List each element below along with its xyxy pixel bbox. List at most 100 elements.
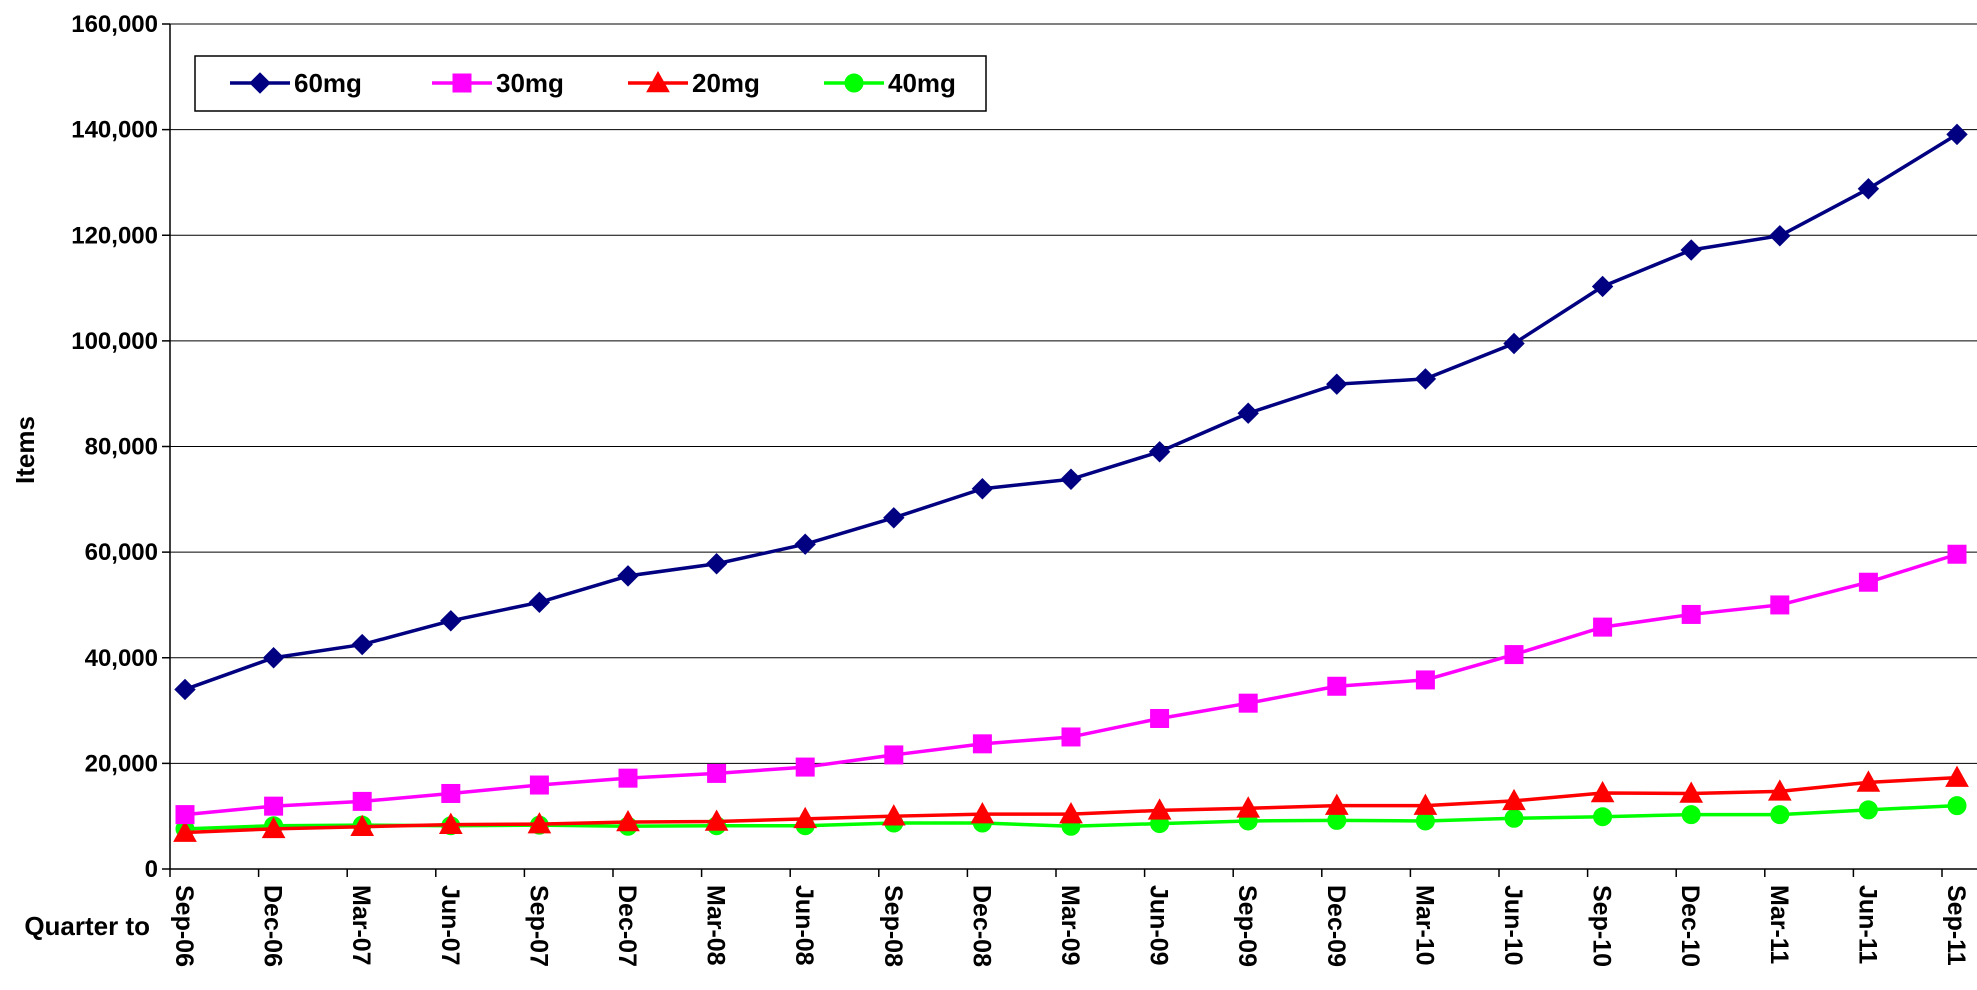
data-point — [884, 745, 904, 765]
data-point — [441, 783, 461, 803]
x-tick-label: Jun-11 — [1853, 885, 1881, 964]
x-tick-label: Sep-06 — [170, 885, 198, 967]
data-point — [707, 763, 727, 783]
legend-label: 30mg — [496, 68, 564, 98]
data-point — [1593, 617, 1613, 637]
legend: 60mg 30mg 20mg 40mg — [194, 55, 987, 112]
x-tick-label: Sep-11 — [1942, 885, 1970, 966]
data-point — [1591, 275, 1614, 298]
data-point — [1150, 708, 1170, 728]
data-point — [1148, 441, 1171, 463]
y-tick-label: 160,000 — [71, 11, 158, 38]
legend-marker — [844, 73, 864, 93]
y-tick-label: 100,000 — [71, 328, 158, 355]
data-point — [795, 757, 815, 777]
x-tick-label: Jun-07 — [436, 885, 464, 966]
legend-label: 20mg — [692, 68, 760, 98]
data-point — [1947, 796, 1967, 816]
data-point — [1767, 779, 1792, 801]
data-point — [1504, 808, 1524, 828]
x-tick-label: Sep-10 — [1588, 885, 1616, 967]
data-point — [1857, 178, 1880, 200]
data-point — [352, 791, 372, 811]
data-point — [1504, 645, 1524, 665]
data-point — [1769, 225, 1791, 247]
legend-label: 40mg — [888, 68, 956, 98]
data-point — [351, 633, 373, 656]
y-tick-label: 140,000 — [71, 117, 158, 144]
data-point — [1415, 670, 1435, 690]
y-tick-label: 40,000 — [85, 645, 158, 672]
data-point — [970, 802, 995, 824]
data-point — [528, 591, 551, 614]
x-tick-label: Sep-07 — [524, 885, 552, 967]
data-point — [1770, 595, 1790, 615]
data-point — [794, 533, 816, 555]
data-point — [1680, 239, 1702, 261]
data-point — [1327, 676, 1347, 696]
x-tick-label: Sep-09 — [1233, 885, 1261, 967]
data-point — [1947, 544, 1967, 564]
data-point — [1679, 781, 1704, 803]
data-point — [529, 775, 549, 795]
data-point — [1236, 796, 1261, 818]
data-point — [264, 796, 284, 816]
legend-label: 60mg — [294, 68, 362, 98]
series-30mg — [175, 544, 1967, 825]
data-point — [1061, 727, 1081, 747]
data-point — [705, 553, 728, 575]
data-point — [438, 812, 463, 834]
y-tick-label: 0 — [145, 856, 158, 883]
y-tick-label: 60,000 — [85, 539, 158, 566]
data-point — [1324, 793, 1349, 815]
data-point — [440, 610, 462, 632]
data-point — [1945, 765, 1969, 787]
data-point — [175, 805, 195, 825]
legend-marker — [646, 70, 670, 93]
y-axis-label: Items — [10, 416, 40, 484]
data-point — [883, 507, 905, 529]
data-point — [1590, 780, 1615, 803]
data-point — [1060, 468, 1082, 490]
data-point — [704, 809, 729, 831]
data-point — [1856, 770, 1881, 792]
series-60mg — [174, 123, 1968, 701]
data-point — [1414, 368, 1437, 390]
data-point — [1238, 693, 1258, 713]
data-point — [1326, 373, 1348, 395]
data-point — [881, 804, 906, 826]
x-tick-label: Dec-06 — [259, 885, 287, 967]
x-tick-label: Sep-08 — [879, 885, 907, 967]
data-point — [173, 820, 197, 842]
data-point — [1858, 572, 1878, 592]
data-point — [1593, 807, 1613, 827]
series-20mg — [173, 765, 1969, 842]
data-point — [972, 734, 992, 754]
data-point — [1770, 805, 1790, 825]
x-tick-label: Mar-08 — [702, 885, 730, 966]
gridlines — [170, 23, 1977, 764]
data-point — [793, 806, 818, 829]
data-point — [262, 647, 285, 669]
data-point — [1059, 802, 1083, 824]
data-point — [527, 812, 552, 834]
data-point — [616, 809, 640, 832]
data-point — [1237, 402, 1259, 424]
data-point — [1681, 604, 1701, 624]
data-point — [1946, 123, 1968, 146]
x-axis-label: Quarter to — [24, 911, 150, 941]
data-point — [617, 565, 639, 587]
x-tick-label: Mar-11 — [1765, 885, 1793, 964]
data-point — [1413, 793, 1438, 815]
data-point — [618, 768, 638, 788]
data-point — [174, 678, 196, 701]
data-point — [1502, 788, 1526, 811]
data-point — [1858, 800, 1878, 820]
x-tick-label: Jun-08 — [790, 885, 818, 966]
data-point — [971, 478, 994, 500]
data-point — [261, 816, 286, 839]
x-tick-label: Jun-10 — [1499, 885, 1527, 966]
x-tick-label: Dec-10 — [1676, 885, 1704, 967]
series-line — [184, 552, 1958, 817]
